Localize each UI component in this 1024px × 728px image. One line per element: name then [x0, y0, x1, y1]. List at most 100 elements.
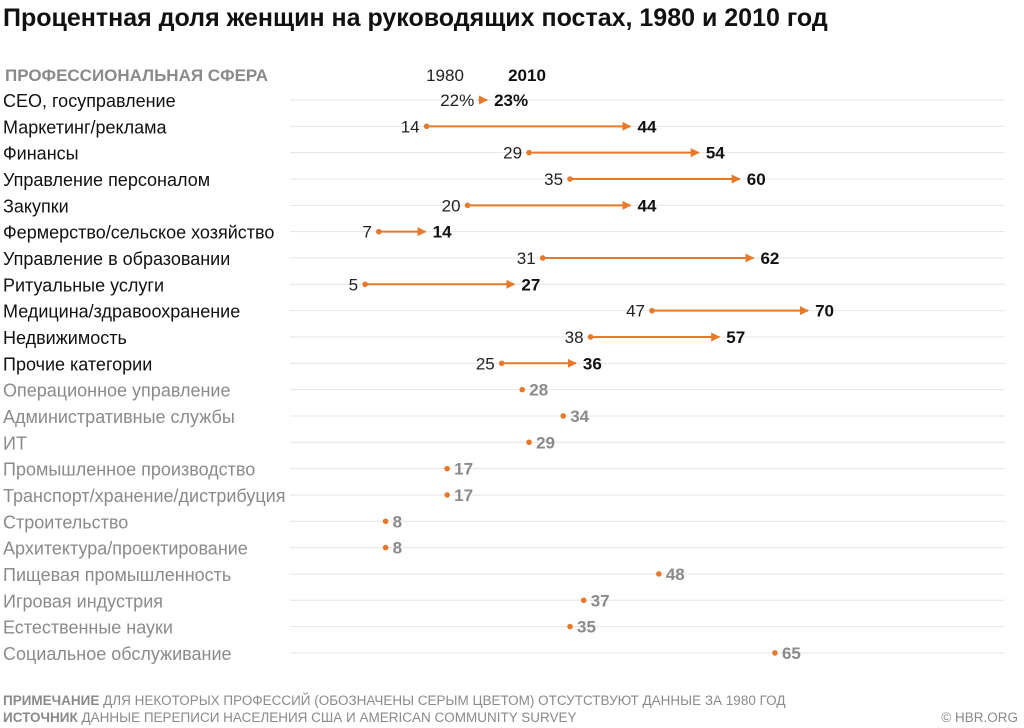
- row: CEO, госуправление 22% 23%: [3, 91, 1005, 111]
- value-2010: 17: [454, 460, 473, 479]
- category-label: Ритуальные услуги: [3, 275, 164, 295]
- dot-1980: [587, 334, 594, 340]
- row: Закупки 20 44: [3, 196, 1005, 216]
- dot-2010: [772, 650, 778, 656]
- row: Строительство 8: [3, 512, 1005, 532]
- category-label: Пищевая промышленность: [3, 565, 231, 585]
- row: Архитектура/проектирование 8: [3, 539, 1005, 559]
- category-label: Фермерство/сельское хозяйство: [3, 223, 274, 243]
- dot-2010: [382, 518, 389, 525]
- dot-1980: [376, 228, 382, 235]
- category-label: Игровая индустрия: [3, 591, 163, 611]
- dot-2010: [656, 571, 662, 577]
- category-label: Архитектура/проектирование: [3, 539, 248, 559]
- dot-2010: [580, 597, 587, 604]
- value-1980: 38: [565, 328, 584, 347]
- value-2010: 36: [583, 354, 602, 373]
- copyright: © HBR.ORG: [941, 710, 1018, 725]
- value-2010: 44: [638, 117, 657, 136]
- value-1980: 14: [401, 117, 420, 136]
- value-2010: 8: [393, 512, 402, 531]
- category-label: Операционное управление: [3, 381, 231, 401]
- note-text: ДЛЯ НЕКОТОРЫХ ПРОФЕССИЙ (ОБОЗНАЧЕНЫ СЕРЫ…: [99, 693, 785, 708]
- category-label: ИТ: [3, 433, 27, 453]
- category-label: Медицина/здравоохранение: [3, 302, 240, 322]
- legend-1980: 1980: [426, 66, 464, 85]
- row: Социальное обслуживание 65: [3, 644, 1005, 664]
- dot-2010: [382, 544, 389, 551]
- legend-2010: 2010: [508, 66, 546, 85]
- category-label: Маркетинг/реклама: [3, 117, 168, 137]
- category-label: Управление в образовании: [3, 249, 230, 269]
- value-2010: 60: [747, 170, 766, 189]
- row: Транспорт/хранение/дистрибуция 17: [3, 486, 1005, 506]
- row: Медицина/здравоохранение 47 70: [3, 302, 1005, 322]
- row: Маркетинг/реклама 14 44: [3, 117, 1005, 137]
- value-1980: 35: [544, 170, 563, 189]
- value-2010: 17: [454, 486, 473, 505]
- value-2010: 28: [529, 381, 548, 400]
- footer-source: ИСТОЧНИК ДАННЫЕ ПЕРЕПИСИ НАСЕЛЕНИЯ США И…: [3, 710, 577, 725]
- row: Фермерство/сельское хозяйство 7 14: [3, 223, 1005, 243]
- value-2010: 14: [433, 223, 452, 242]
- row: ИТ 29: [3, 433, 1005, 453]
- dot-1980: [478, 97, 485, 103]
- dot-2010: [526, 439, 532, 446]
- category-label: Закупки: [3, 196, 69, 216]
- row: Прочие категории 25 36: [3, 354, 1005, 374]
- category-label: Прочие категории: [3, 354, 152, 374]
- row: Управление персоналом 35 60: [3, 170, 1005, 190]
- dot-2010: [444, 465, 450, 472]
- value-2010: 35: [577, 618, 596, 637]
- row: Игровая индустрия 37: [3, 591, 1005, 611]
- value-2010: 48: [666, 565, 685, 584]
- category-label: Финансы: [3, 144, 79, 164]
- dot-1980: [362, 281, 368, 288]
- value-1980: 25: [476, 354, 495, 373]
- category-label: Естественные науки: [3, 618, 173, 638]
- value-2010: 29: [536, 433, 555, 452]
- value-1980: 22%: [440, 91, 474, 110]
- category-label: Управление персоналом: [3, 170, 210, 190]
- row: Промышленное производство 17: [3, 460, 1005, 480]
- note-label: ПРИМЕЧАНИЕ: [3, 693, 99, 708]
- dot-1980: [526, 149, 532, 156]
- row: Естественные науки 35: [3, 618, 1005, 638]
- value-2010: 23%: [494, 91, 528, 110]
- row: Управление в образовании 31 62: [3, 249, 1005, 269]
- dot-1980: [423, 123, 430, 130]
- category-label: Строительство: [3, 512, 128, 532]
- value-2010: 54: [706, 144, 725, 163]
- category-label: Социальное обслуживание: [3, 644, 232, 664]
- value-2010: 37: [591, 591, 610, 610]
- dot-1980: [464, 202, 471, 209]
- value-1980: 20: [442, 196, 461, 215]
- value-2010: 27: [521, 275, 540, 294]
- value-2010: 62: [760, 249, 779, 268]
- category-header: ПРОФЕССИОНАЛЬНАЯ СФЕРА: [5, 66, 268, 85]
- value-2010: 65: [782, 644, 801, 663]
- value-1980: 31: [517, 249, 536, 268]
- category-label: Недвижимость: [3, 328, 127, 348]
- row: Административные службы 34: [3, 407, 1005, 427]
- source-label: ИСТОЧНИК: [3, 710, 78, 725]
- dot-1980: [539, 255, 546, 261]
- chart-title: Процентная доля женщин на руководящих по…: [3, 4, 828, 32]
- value-1980: 7: [362, 223, 371, 242]
- value-1980: 29: [503, 144, 522, 163]
- category-label: Промышленное производство: [3, 460, 255, 480]
- row: Операционное управление 28: [3, 381, 1005, 401]
- category-label: CEO, госуправление: [3, 91, 176, 111]
- row: Финансы 29 54: [3, 144, 1005, 164]
- dot-1980: [567, 176, 573, 182]
- category-label: Транспорт/хранение/дистрибуция: [3, 486, 285, 506]
- value-2010: 44: [638, 196, 657, 215]
- value-2010: 8: [393, 539, 402, 558]
- value-1980: 47: [626, 302, 645, 321]
- row: Недвижимость 38 57: [3, 328, 1005, 348]
- footer-note: ПРИМЕЧАНИЕ ДЛЯ НЕКОТОРЫХ ПРОФЕССИЙ (ОБОЗ…: [3, 693, 785, 708]
- value-2010: 70: [815, 302, 834, 321]
- dot-2010: [567, 623, 573, 630]
- source-text: ДАННЫЕ ПЕРЕПИСИ НАСЕЛЕНИЯ США И AMERICAN…: [78, 710, 577, 725]
